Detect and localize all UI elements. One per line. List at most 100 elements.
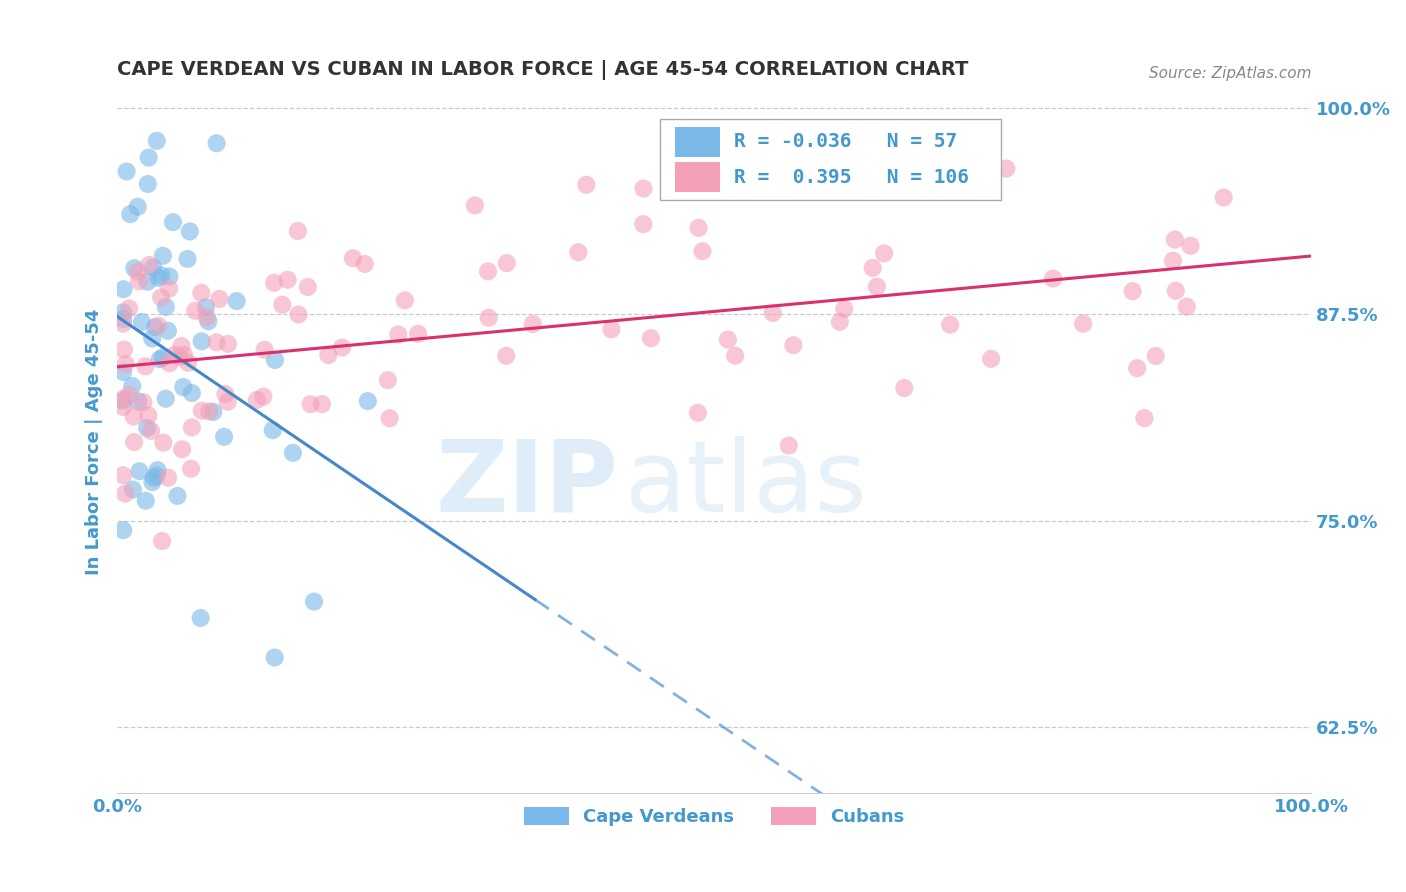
Point — [136, 275, 159, 289]
Point — [135, 493, 157, 508]
Point — [152, 249, 174, 263]
Point — [156, 324, 179, 338]
Point — [112, 523, 135, 537]
Point — [142, 260, 165, 275]
Point — [377, 373, 399, 387]
Text: R =  0.395   N = 106: R = 0.395 N = 106 — [734, 168, 970, 187]
Point — [724, 349, 747, 363]
Point — [112, 305, 135, 319]
Point — [778, 438, 800, 452]
Point — [217, 394, 239, 409]
Point — [122, 435, 145, 450]
Point — [122, 483, 145, 497]
Point — [297, 280, 319, 294]
Point — [131, 315, 153, 329]
Point — [179, 224, 201, 238]
Point — [1071, 317, 1094, 331]
Point — [1164, 284, 1187, 298]
Point — [118, 301, 141, 316]
Point — [217, 336, 239, 351]
Point — [166, 489, 188, 503]
Point — [138, 258, 160, 272]
Point — [146, 134, 169, 148]
Point — [394, 293, 416, 308]
Point — [177, 356, 200, 370]
Point — [172, 442, 194, 457]
Point — [342, 251, 364, 265]
Point — [264, 353, 287, 368]
Point — [139, 424, 162, 438]
Point — [121, 379, 143, 393]
Point — [879, 182, 901, 196]
Point — [112, 468, 135, 483]
Point — [717, 333, 740, 347]
Point — [640, 331, 662, 345]
Point — [146, 463, 169, 477]
Point — [600, 322, 623, 336]
Point — [522, 317, 544, 331]
Point — [828, 315, 851, 329]
Point — [686, 406, 709, 420]
Point — [157, 269, 180, 284]
Point — [112, 400, 135, 414]
Point — [311, 397, 333, 411]
Point — [939, 318, 962, 332]
Point — [263, 650, 285, 665]
Point — [143, 320, 166, 334]
Point — [567, 245, 589, 260]
Point — [118, 388, 141, 402]
Point — [127, 200, 149, 214]
Point — [262, 423, 284, 437]
Point — [127, 394, 149, 409]
Point — [150, 534, 173, 549]
Point — [120, 207, 142, 221]
Point — [205, 335, 228, 350]
Point — [225, 294, 247, 309]
Point — [152, 351, 174, 365]
Point — [1133, 411, 1156, 425]
Point — [208, 292, 231, 306]
Point — [195, 310, 218, 324]
Point — [406, 326, 429, 341]
Point — [1042, 271, 1064, 285]
Point — [134, 359, 156, 374]
Point — [136, 421, 159, 435]
Point — [152, 435, 174, 450]
Point — [995, 161, 1018, 176]
Point — [112, 343, 135, 357]
Text: ZIP: ZIP — [436, 436, 619, 533]
Point — [782, 338, 804, 352]
Point — [180, 461, 202, 475]
Point — [252, 390, 274, 404]
Point — [212, 430, 235, 444]
Point — [633, 181, 655, 195]
Point — [688, 220, 710, 235]
Point — [190, 334, 212, 349]
Point — [464, 198, 486, 212]
Point — [862, 260, 884, 275]
Point — [159, 356, 181, 370]
Point — [263, 276, 285, 290]
Point — [1144, 349, 1167, 363]
Point — [132, 395, 155, 409]
Point — [128, 464, 150, 478]
Point — [122, 409, 145, 424]
Point — [180, 420, 202, 434]
Point — [1126, 361, 1149, 376]
Point — [115, 164, 138, 178]
Point — [197, 314, 219, 328]
Point — [155, 300, 177, 314]
Point — [112, 282, 135, 296]
Point — [808, 161, 831, 176]
Point — [127, 265, 149, 279]
Point — [281, 446, 304, 460]
Point — [112, 392, 135, 406]
Point — [277, 273, 299, 287]
Point — [141, 331, 163, 345]
Point — [112, 312, 135, 326]
Legend: Cape Verdeans, Cubans: Cape Verdeans, Cubans — [516, 799, 911, 833]
Point — [387, 327, 409, 342]
Point — [190, 285, 212, 300]
Point — [692, 244, 714, 259]
FancyBboxPatch shape — [675, 127, 720, 157]
